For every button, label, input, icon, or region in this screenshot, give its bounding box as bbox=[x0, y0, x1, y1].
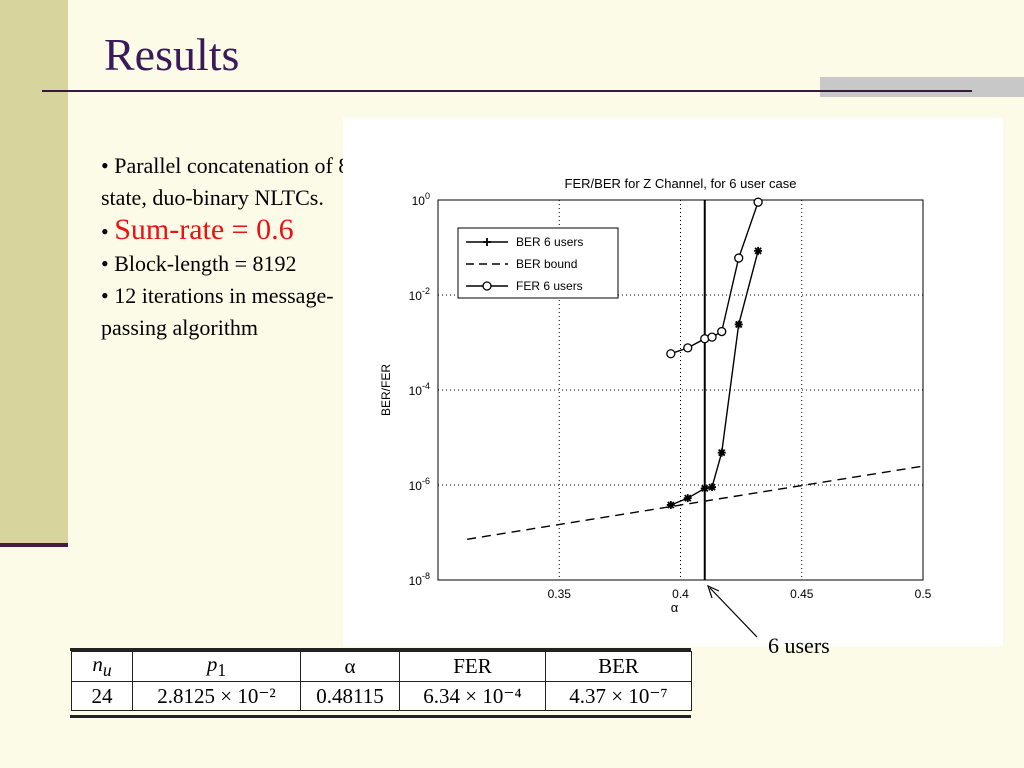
chart-title: FER/BER for Z Channel, for 6 user case bbox=[565, 176, 797, 191]
data-point bbox=[708, 483, 717, 492]
legend-marker bbox=[483, 238, 491, 246]
data-point bbox=[683, 494, 692, 503]
data-point bbox=[700, 484, 709, 493]
data-point bbox=[666, 500, 675, 509]
bullet-item: • 12 iterations in message-passing algor… bbox=[101, 283, 334, 340]
legend-label: BER bound bbox=[516, 257, 577, 271]
ber-fer-chart: FER/BER for Z Channel, for 6 user case 0.… bbox=[379, 176, 932, 615]
y-tick-label: 10-8 bbox=[409, 571, 430, 588]
table-header-cell: FER bbox=[399, 650, 546, 683]
series-line bbox=[466, 465, 924, 540]
bullet-prefix: • bbox=[101, 219, 115, 244]
y-tick-label: 10-4 bbox=[409, 381, 430, 398]
x-tick-label: 0.4 bbox=[672, 587, 689, 601]
annotation-label: 6 users bbox=[768, 633, 830, 658]
results-table-frame bbox=[70, 648, 691, 718]
data-point bbox=[707, 332, 717, 342]
legend-label: BER 6 users bbox=[516, 235, 583, 249]
data-point bbox=[734, 253, 744, 263]
table-cell: 6.34 × 10⁻⁴ bbox=[399, 681, 546, 712]
legend-label: FER 6 users bbox=[516, 279, 583, 293]
table-header-cell: α bbox=[300, 650, 400, 683]
x-tick-label: 0.35 bbox=[548, 587, 572, 601]
bullet-item: • Parallel concatenation of 8-state, duo… bbox=[101, 153, 357, 210]
bullet-item: • Block-length = 8192 bbox=[101, 251, 297, 276]
x-tick-label: 0.5 bbox=[915, 587, 932, 601]
data-point bbox=[753, 197, 763, 207]
table-header-cell: BER bbox=[545, 650, 692, 683]
bullet-item-sum-rate: • Sum-rate = 0.6 bbox=[101, 214, 381, 248]
table-cell: 0.48115 bbox=[300, 681, 400, 712]
data-point bbox=[734, 320, 743, 329]
x-axis-label: α bbox=[671, 600, 679, 615]
chart-panel: FER/BER for Z Channel, for 6 user case 0.… bbox=[343, 118, 1003, 646]
y-tick-label: 100 bbox=[412, 191, 430, 208]
y-tick-label: 10-6 bbox=[409, 476, 430, 493]
table-cell: 2.8125 × 10⁻² bbox=[132, 681, 301, 712]
table-cell: 4.37 × 10⁻⁷ bbox=[545, 681, 692, 712]
y-axis-label: BER/FER bbox=[379, 364, 393, 416]
table-row: 24 2.8125 × 10⁻² 0.48115 6.34 × 10⁻⁴ 4.3… bbox=[71, 681, 692, 712]
y-tick-label: 10-2 bbox=[409, 286, 430, 303]
sidebar-accent-line bbox=[0, 543, 68, 547]
slide-sidebar bbox=[0, 0, 68, 545]
title-rule bbox=[42, 90, 972, 92]
data-point bbox=[717, 326, 727, 337]
legend-marker bbox=[482, 281, 492, 291]
x-tick-label: 0.45 bbox=[790, 587, 814, 601]
data-point bbox=[717, 448, 726, 457]
table-cell: 24 bbox=[71, 681, 133, 712]
results-table: nu p1 α FER BER 24 2.8125 × 10⁻² 0.48115… bbox=[71, 650, 692, 712]
data-point bbox=[666, 349, 676, 359]
bullet-list: • Parallel concatenation of 8-state, duo… bbox=[101, 150, 381, 344]
data-point bbox=[683, 343, 693, 353]
data-point bbox=[754, 246, 763, 255]
title-accent-bar bbox=[820, 77, 1024, 97]
slide-title: Results bbox=[104, 29, 240, 80]
sum-rate-text: Sum-rate = 0.6 bbox=[114, 213, 294, 246]
table-header-cell: p1 bbox=[132, 650, 301, 683]
table-header-cell: nu bbox=[71, 650, 133, 683]
table-header-row: nu p1 α FER BER bbox=[71, 650, 692, 683]
